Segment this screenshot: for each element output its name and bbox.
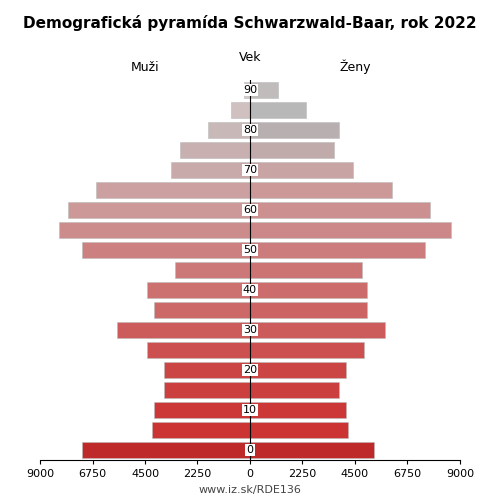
Text: Demografická pyramída Schwarzwald-Baar, rok 2022: Demografická pyramída Schwarzwald-Baar, … [23,15,477,31]
Bar [82,442,250,458]
Text: 20: 20 [243,365,257,375]
Bar [250,122,338,138]
Bar [154,302,250,318]
Text: 90: 90 [243,85,257,95]
Bar [250,82,278,98]
Text: 30: 30 [243,325,257,335]
Bar [176,262,250,278]
Text: 50: 50 [243,245,257,255]
Bar [250,442,374,458]
Bar [250,422,348,438]
Bar [250,322,386,338]
Text: www.iz.sk/RDE136: www.iz.sk/RDE136 [198,485,302,495]
Bar [148,342,250,358]
Bar [250,202,430,218]
Bar [244,82,250,98]
Text: 80: 80 [243,125,257,135]
Bar [117,322,250,338]
Bar [250,142,334,158]
Bar [250,302,366,318]
Text: Muži: Muži [130,61,160,74]
Bar [250,402,346,418]
Text: 0: 0 [246,445,254,455]
Text: 60: 60 [243,205,257,215]
Bar [250,162,352,178]
Bar [96,182,250,198]
Text: Ženy: Ženy [339,60,370,74]
Bar [250,182,392,198]
Bar [180,142,250,158]
Text: Vek: Vek [239,51,261,64]
Bar [68,202,250,218]
Bar [148,282,250,298]
Bar [154,402,250,418]
Text: 40: 40 [243,285,257,295]
Text: 10: 10 [243,405,257,415]
Bar [250,242,425,258]
Bar [58,222,250,238]
Bar [82,242,250,258]
Bar [250,102,306,118]
Bar [164,362,250,378]
Bar [232,102,250,118]
Bar [250,222,450,238]
Bar [250,342,364,358]
Bar [170,162,250,178]
Bar [164,382,250,398]
Text: 70: 70 [243,165,257,175]
Bar [250,282,366,298]
Bar [250,362,346,378]
Bar [152,422,250,438]
Bar [250,262,362,278]
Bar [208,122,250,138]
Bar [250,382,338,398]
